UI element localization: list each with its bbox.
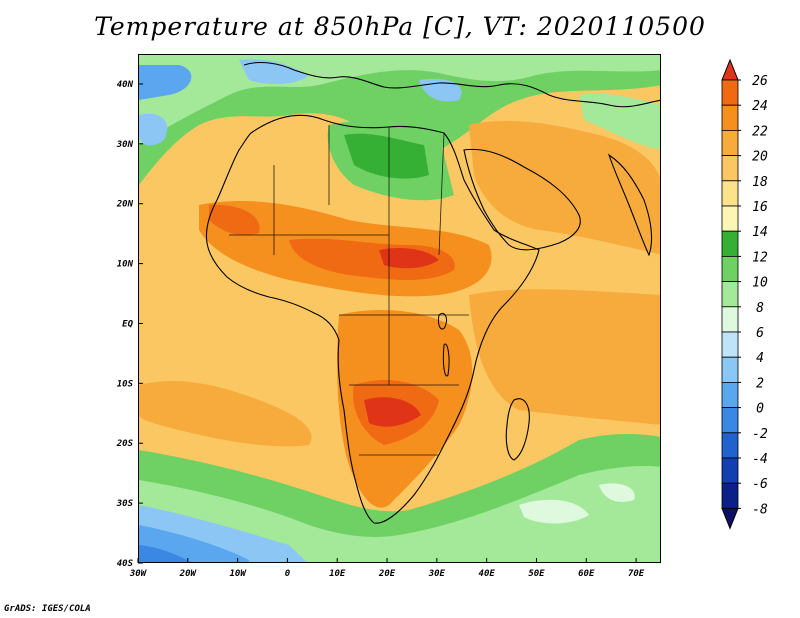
colorbar-swatch <box>721 205 739 232</box>
west-africa-hot <box>209 204 260 236</box>
grads-credit: GrADS: IGES/COLA <box>4 604 91 614</box>
colorbar-swatch <box>721 482 739 509</box>
colorbar-label: -6 <box>752 477 768 492</box>
colorbar-swatch <box>721 180 739 207</box>
colorbar-label: 24 <box>752 99 768 114</box>
temperature-map <box>138 54 661 563</box>
lon-tick-label: 50E <box>528 569 545 579</box>
madagascar-coastline <box>505 398 530 461</box>
arabia-warm <box>469 120 660 255</box>
lat-tick-label: 40N <box>117 80 134 90</box>
colorbar-swatch <box>721 104 739 131</box>
lat-tick-label: 30S <box>116 499 134 509</box>
lat-tick-label: EQ <box>122 319 133 329</box>
great-lakes <box>438 312 450 377</box>
colorbar-swatch <box>721 381 739 408</box>
lon-tick-label: 30E <box>428 569 446 579</box>
lat-tick-label: 10S <box>117 379 134 389</box>
arabian-peninsula-coastline <box>463 148 581 251</box>
southern-pale-patches <box>519 483 635 524</box>
northern-cool-band <box>139 55 660 185</box>
lon-tick-label: 20W <box>179 569 198 579</box>
colorbar-label: 18 <box>752 175 768 190</box>
colorbar-swatch <box>721 457 739 484</box>
colorbar-label: 0 <box>756 402 764 417</box>
colorbar-swatch <box>721 407 739 434</box>
colorbar-label: 10 <box>752 276 768 291</box>
lat-tick-label: 30N <box>116 140 134 150</box>
colorbar-label: -8 <box>752 502 768 517</box>
iran-cool <box>579 93 660 150</box>
colorbar-label: 2 <box>756 376 764 391</box>
southern-coldest-patch <box>139 545 191 562</box>
cold-patch-northwest <box>139 65 192 100</box>
lat-tick-label: 20N <box>116 200 134 210</box>
southern-cooler-band <box>139 465 660 562</box>
country-borders <box>229 125 469 456</box>
colorbar-swatch <box>721 129 739 156</box>
africa-coastline <box>205 114 540 524</box>
atlantic-warm-tongue <box>139 380 312 447</box>
colorbar-swatch <box>721 79 739 106</box>
colorbar-swatch <box>721 432 739 459</box>
colorbar-swatch <box>721 331 739 358</box>
colorbar-swatch <box>721 230 739 257</box>
colorbar-swatch <box>721 155 739 182</box>
lon-tick-label: 0 <box>285 569 291 579</box>
lon-tick-label: 70E <box>628 569 645 579</box>
colorbar-swatch <box>721 356 739 383</box>
colorbar-label: 8 <box>756 301 764 316</box>
colorbar-label: 12 <box>752 250 768 265</box>
europe-coastline <box>243 61 660 108</box>
colorbar-swatch <box>721 281 739 308</box>
lon-tick-label: 10W <box>229 569 247 579</box>
colorbar-label: -2 <box>752 427 768 442</box>
colorbar-label: 4 <box>756 351 764 366</box>
colorbar-label: 14 <box>752 225 768 240</box>
colorbar-label: 6 <box>756 326 764 341</box>
colorbar-swatch <box>721 306 739 333</box>
colorbar-label: 26 <box>752 74 768 89</box>
north-africa-dark-green <box>344 133 429 179</box>
lon-tick-label: 30W <box>129 569 148 579</box>
lon-tick-label: 60E <box>578 569 595 579</box>
colorbar-bottom-arrow <box>721 507 739 530</box>
southern-africa-hottest <box>364 397 421 427</box>
sahel-hot-core <box>289 238 455 280</box>
lon-tick-label: 10E <box>329 569 346 579</box>
lat-tick-label: 40S <box>117 559 134 569</box>
india-coastline <box>607 153 653 257</box>
lat-tick-label: 20S <box>116 439 134 449</box>
lon-tick-label: 40E <box>479 569 496 579</box>
indian-ocean-warm <box>469 289 660 425</box>
colorbar-swatch <box>721 255 739 282</box>
colorbar-top-arrow <box>721 58 739 81</box>
colorbar-label: 16 <box>752 200 768 215</box>
colorbar-label: 20 <box>752 150 768 165</box>
map-title: Temperature at 850hPa [C], VT: 202011050… <box>94 12 706 41</box>
sahel-hottest-core <box>379 248 439 269</box>
colorbar-label: 22 <box>752 124 768 139</box>
lon-tick-label: 20E <box>378 569 396 579</box>
lat-tick-label: 10N <box>117 260 134 270</box>
colorbar-label: -4 <box>752 452 768 467</box>
cold-patches-north <box>139 59 462 146</box>
